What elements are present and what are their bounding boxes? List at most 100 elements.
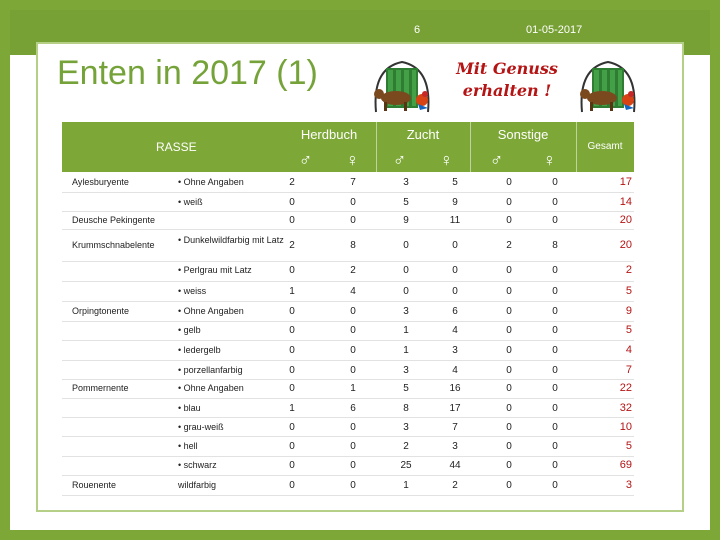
variety-name: • Perlgrau mit Latz — [178, 265, 252, 275]
count-cell: 0 — [350, 460, 356, 471]
variety-name: • weiß — [178, 197, 203, 207]
count-cell: 1 — [289, 403, 295, 414]
count-cell: 8 — [552, 240, 558, 251]
total-cell: 5 — [625, 324, 632, 336]
count-cell: 0 — [289, 460, 295, 471]
count-cell: 3 — [452, 441, 458, 452]
table-row: Aylesburyente • Ohne Angaben 2 7 3 5 0 0 17 — [62, 173, 634, 193]
count-cell: 0 — [350, 441, 356, 452]
count-cell: 0 — [289, 480, 295, 491]
count-cell: 3 — [403, 306, 409, 317]
total-cell: 7 — [625, 364, 632, 376]
breed-name: Krummschnabelente — [72, 240, 155, 250]
count-cell: 0 — [552, 480, 558, 491]
count-cell: 0 — [506, 286, 512, 297]
count-cell: 2 — [506, 240, 512, 251]
count-cell: 0 — [506, 460, 512, 471]
table-row: • schwarz 0 0 25 44 0 0 69 — [62, 457, 634, 476]
variety-name: • Dunkelwildfarbig mit Latz — [178, 235, 284, 245]
count-cell: 6 — [350, 403, 356, 414]
count-cell: 0 — [289, 441, 295, 452]
slide-date: 01-05-2017 — [526, 24, 583, 36]
total-cell: 69 — [619, 459, 632, 471]
table-row: • porzellanfarbig 0 0 3 4 0 0 7 — [62, 361, 634, 380]
count-cell: 0 — [506, 422, 512, 433]
count-cell: 0 — [552, 197, 558, 208]
male-symbol: ♂ — [470, 148, 523, 172]
total-cell: 17 — [619, 176, 632, 188]
variety-name: wildfarbig — [178, 480, 217, 490]
total-cell: 22 — [619, 382, 632, 394]
total-cell: 32 — [619, 402, 632, 414]
count-cell: 0 — [552, 365, 558, 376]
count-cell: 0 — [289, 422, 295, 433]
count-cell: 0 — [506, 177, 512, 188]
count-cell: 25 — [400, 460, 412, 471]
table-row: • weiss 1 4 0 0 0 0 5 — [62, 282, 634, 302]
breed-name: Rouenente — [72, 480, 117, 490]
count-cell: 0 — [452, 286, 458, 297]
table-row: Pommernente • Ohne Angaben 0 1 5 16 0 0 22 — [62, 380, 634, 399]
sonstige-header: Sonstige — [470, 122, 576, 148]
count-cell: 0 — [552, 422, 558, 433]
count-cell: 0 — [403, 286, 409, 297]
content-frame — [36, 42, 684, 512]
count-cell: 1 — [403, 480, 409, 491]
count-cell: 4 — [350, 286, 356, 297]
breed-name: Orpingtonente — [72, 306, 130, 316]
count-cell: 2 — [289, 240, 295, 251]
farm-logo-icon — [580, 60, 636, 113]
count-cell: 0 — [350, 306, 356, 317]
count-cell: 0 — [506, 325, 512, 336]
total-cell: 4 — [625, 344, 632, 356]
count-cell: 0 — [506, 403, 512, 414]
variety-name: • porzellanfarbig — [178, 365, 243, 375]
count-cell: 0 — [350, 480, 356, 491]
count-cell: 0 — [452, 265, 458, 276]
count-cell: 0 — [506, 215, 512, 226]
count-cell: 0 — [452, 240, 458, 251]
header-divider — [470, 122, 471, 172]
count-cell: 1 — [403, 345, 409, 356]
count-cell: 8 — [403, 403, 409, 414]
count-cell: 0 — [350, 197, 356, 208]
count-cell: 0 — [350, 365, 356, 376]
count-cell: 0 — [552, 441, 558, 452]
herdbuch-header: Herdbuch — [282, 122, 376, 148]
count-cell: 0 — [506, 197, 512, 208]
total-cell: 2 — [625, 264, 632, 276]
count-cell: 3 — [403, 365, 409, 376]
variety-name: • weiss — [178, 286, 207, 296]
count-cell: 0 — [506, 383, 512, 394]
farm-logo-icon — [374, 60, 430, 113]
count-cell: 0 — [506, 480, 512, 491]
variety-name: • grau-weiß — [178, 422, 224, 432]
count-cell: 16 — [449, 383, 461, 394]
count-cell: 2 — [403, 441, 409, 452]
variety-name: • hell — [178, 441, 198, 451]
male-symbol: ♂ — [282, 148, 329, 172]
count-cell: 4 — [452, 325, 458, 336]
count-cell: 5 — [403, 383, 409, 394]
count-cell: 0 — [552, 306, 558, 317]
table-row: • ledergelb 0 0 1 3 0 0 4 — [62, 341, 634, 361]
variety-name: • schwarz — [178, 460, 217, 470]
table-row: • gelb 0 0 1 4 0 0 5 — [62, 322, 634, 341]
total-cell: 10 — [619, 421, 632, 433]
slogan-line-1: Mit Genuss — [456, 59, 558, 78]
total-cell: 20 — [619, 239, 632, 251]
count-cell: 3 — [452, 345, 458, 356]
count-cell: 0 — [552, 177, 558, 188]
count-cell: 3 — [403, 422, 409, 433]
count-cell: 11 — [449, 215, 461, 226]
count-cell: 0 — [506, 265, 512, 276]
count-cell: 0 — [289, 306, 295, 317]
table-row: • blau 1 6 8 17 0 0 32 — [62, 399, 634, 418]
count-cell: 4 — [452, 365, 458, 376]
count-cell: 8 — [350, 240, 356, 251]
slogan-line-2: erhalten ! — [462, 81, 552, 100]
count-cell: 0 — [350, 422, 356, 433]
count-cell: 0 — [552, 383, 558, 394]
footer-copyright: © Nutztier-Arche Kastanienhof — [528, 519, 650, 529]
breed-name: Deusche Pekingente — [72, 215, 156, 225]
